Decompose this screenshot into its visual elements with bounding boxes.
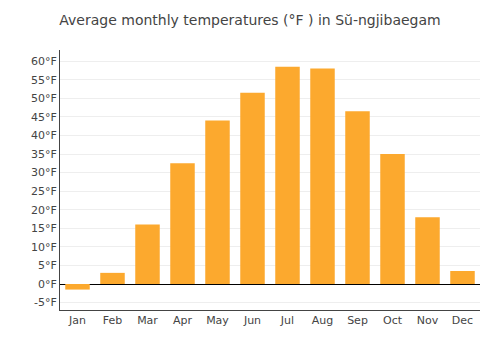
svg-text:Jan: Jan <box>68 314 86 327</box>
svg-text:20°F: 20°F <box>31 204 57 217</box>
svg-text:50°F: 50°F <box>31 92 57 105</box>
svg-text:0°F: 0°F <box>38 278 57 291</box>
svg-text:May: May <box>206 314 229 327</box>
svg-text:40°F: 40°F <box>31 129 57 142</box>
svg-text:Dec: Dec <box>452 314 473 327</box>
svg-text:Apr: Apr <box>173 314 193 327</box>
svg-text:Sep: Sep <box>347 314 368 327</box>
svg-text:25°F: 25°F <box>31 185 57 198</box>
svg-text:30°F: 30°F <box>31 166 57 179</box>
svg-text:5°F: 5°F <box>38 259 57 272</box>
svg-text:10°F: 10°F <box>31 241 57 254</box>
svg-text:Nov: Nov <box>417 314 439 327</box>
svg-text:Jun: Jun <box>243 314 261 327</box>
svg-text:45°F: 45°F <box>31 111 57 124</box>
svg-text:35°F: 35°F <box>31 148 57 161</box>
svg-text:Mar: Mar <box>137 314 158 327</box>
svg-text:55°F: 55°F <box>31 74 57 87</box>
svg-text:-5°F: -5°F <box>34 296 57 309</box>
svg-text:Oct: Oct <box>383 314 403 327</box>
svg-text:Feb: Feb <box>103 314 122 327</box>
svg-text:Jul: Jul <box>280 314 294 327</box>
svg-text:15°F: 15°F <box>31 222 57 235</box>
svg-text:60°F: 60°F <box>31 55 57 68</box>
svg-text:Average monthly temperatures (: Average monthly temperatures (°F ) in Sŭ… <box>59 12 440 28</box>
svg-text:Aug: Aug <box>312 314 333 327</box>
